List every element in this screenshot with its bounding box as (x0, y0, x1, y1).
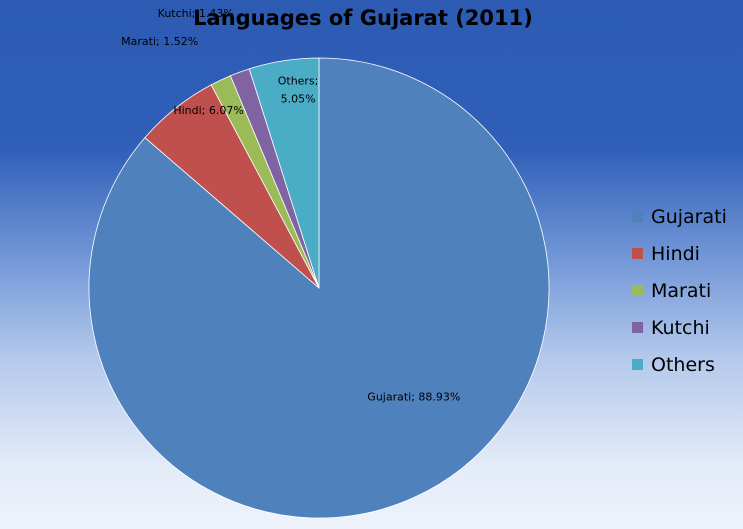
legend-label: Marati (651, 279, 712, 302)
legend-swatch (632, 322, 643, 333)
legend-swatch (632, 248, 643, 259)
legend-item-marati: Marati (632, 272, 727, 309)
data-label-marati: Marati; 1.52% (121, 35, 198, 48)
pie-slice-gujarati (88, 57, 550, 519)
legend-swatch (632, 211, 643, 222)
data-label-gujarati: Gujarati; 88.93% (367, 391, 460, 404)
legend-item-hindi: Hindi (632, 235, 727, 272)
pie-slice-others (248, 57, 320, 289)
legend-item-others: Others (632, 346, 727, 383)
chart-title: Languages of Gujarat (2011) (193, 6, 533, 30)
legend-swatch (632, 359, 643, 370)
data-label-hindi: Hindi; 6.07% (173, 104, 244, 117)
legend-label: Others (651, 353, 715, 376)
legend-label: Hindi (651, 242, 700, 265)
legend-label: Gujarati (651, 205, 727, 228)
data-label-kutchi: Kutchi; 1.43% (158, 7, 234, 20)
legend-item-gujarati: Gujarati (632, 198, 727, 235)
legend-swatch (632, 285, 643, 296)
legend-item-kutchi: Kutchi (632, 309, 727, 346)
legend: Gujarati Hindi Marati Kutchi Others (632, 198, 727, 383)
data-label-others: Others; 5.05% (278, 75, 319, 106)
legend-label: Kutchi (651, 316, 710, 339)
